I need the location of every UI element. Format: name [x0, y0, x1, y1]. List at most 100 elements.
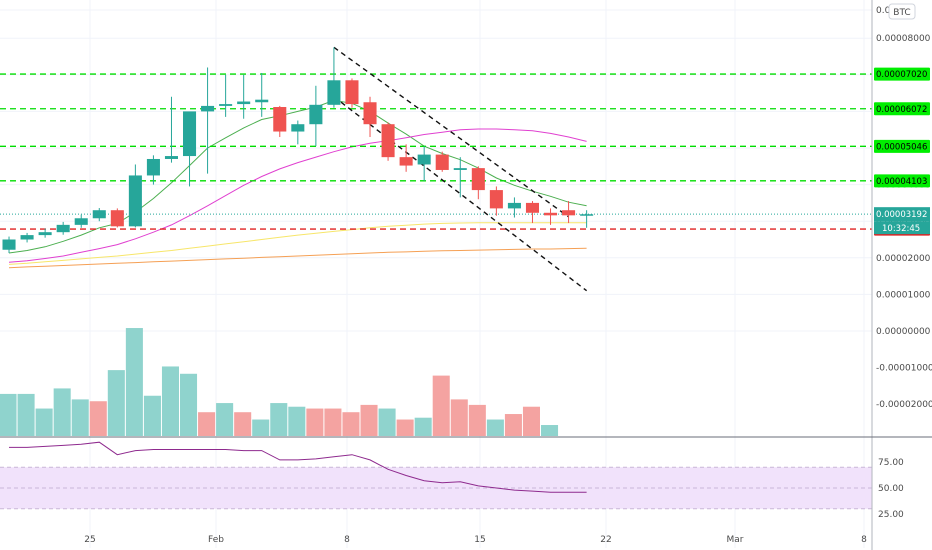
volume-bar: [0, 393, 17, 436]
volume-bar: [35, 408, 53, 436]
candle-body: [435, 154, 449, 170]
candle-body: [363, 102, 377, 125]
candle-body: [255, 99, 269, 103]
candle-body: [201, 105, 215, 112]
volume-bar: [450, 399, 468, 436]
price-tick-label: 0.00008000: [876, 34, 931, 44]
moving-average-orange: [8, 247, 587, 269]
candle-body: [507, 202, 521, 209]
candle-body: [219, 104, 233, 106]
price-tick-label: 0.00002000: [876, 254, 931, 264]
volume-bar: [107, 370, 125, 436]
rsi-line: [9, 441, 587, 493]
level-tag-box: [874, 174, 930, 188]
candle-body: [146, 158, 160, 176]
volume-bar: [180, 373, 198, 436]
candle-body: [237, 101, 251, 105]
level-tag-box: [874, 102, 930, 116]
last-price-tag-box: [874, 207, 930, 222]
candle-body: [399, 157, 413, 166]
candle-body: [291, 124, 305, 132]
candle-body: [183, 111, 197, 157]
x-tick-label: 15: [474, 535, 485, 545]
level-tag: 0.00005046: [876, 142, 927, 152]
currency-badge-box[interactable]: [888, 3, 916, 20]
volume-bar: [198, 412, 216, 436]
volume-bars: [0, 328, 559, 436]
price-levels: [0, 73, 872, 230]
x-tick-label: 22: [600, 535, 611, 545]
candle-body: [417, 154, 431, 165]
candle-body: [525, 202, 539, 213]
volume-bar: [486, 419, 504, 436]
volume-bar: [504, 414, 522, 436]
volume-bar: [143, 395, 161, 436]
volume-bar: [288, 406, 306, 436]
clock-tag: 10:32:45: [882, 224, 920, 234]
volume-bar: [270, 403, 288, 436]
candle-body: [20, 235, 34, 240]
volume-bar: [468, 404, 486, 436]
moving-average-yellow: [8, 222, 587, 265]
candle-body: [453, 168, 467, 170]
volume-bar: [432, 375, 450, 436]
candle-body: [471, 168, 485, 191]
rsi-band: [0, 466, 872, 510]
candle-body: [74, 218, 88, 225]
volume-bar: [414, 417, 432, 436]
candle-body: [309, 104, 323, 125]
level-tag: 0.00006072: [876, 105, 927, 115]
candle-body: [345, 80, 359, 105]
currency-badge[interactable]: BTC: [893, 8, 910, 18]
candle-body: [92, 210, 106, 219]
last-price-tag: 0.00003192: [876, 210, 927, 220]
candle-body: [38, 232, 52, 236]
volume-bar: [522, 406, 540, 436]
x-tick-label: Feb: [208, 535, 224, 545]
candle-body: [128, 175, 142, 227]
price-tick-label: -0.00001000: [876, 364, 932, 374]
volume-bar: [53, 388, 71, 436]
volume-bar: [342, 412, 360, 436]
channel-line: [333, 46, 569, 218]
candle-body: [273, 107, 287, 132]
candle-body: [381, 124, 395, 158]
level-tag: 0.00004103: [876, 177, 927, 187]
volume-bar: [252, 419, 270, 436]
volume-bar: [324, 408, 342, 436]
candles: [2, 47, 594, 254]
volume-bar: [378, 408, 396, 436]
volume-bar: [234, 412, 252, 436]
candle-body: [544, 212, 558, 216]
candle-body: [164, 156, 178, 159]
channel-line: [333, 96, 588, 292]
channel-lines: [333, 46, 588, 292]
x-tick-label: 8: [861, 535, 867, 545]
rsi-polyline: [9, 441, 587, 493]
volume-bar: [360, 404, 378, 436]
rsi-tick-label: 50.00: [878, 484, 904, 494]
candle-body: [580, 214, 594, 216]
candle-body: [56, 224, 70, 233]
x-tick-label: 25: [84, 535, 95, 545]
moving-averages: [8, 99, 587, 269]
rsi-tick-label: 25.00: [878, 510, 904, 520]
candle-body: [110, 210, 124, 227]
price-tick-label: 0.00001000: [876, 290, 931, 300]
x-tick-label: Mar: [727, 535, 744, 545]
price-tick-label: -0.00002000: [876, 400, 932, 410]
clock-tag-box: [874, 221, 930, 235]
volume-bar: [71, 399, 89, 436]
candle-body: [327, 80, 341, 105]
volume-bar: [306, 408, 324, 436]
currency-badge-group[interactable]: BTC: [888, 3, 916, 20]
volume-bar: [125, 328, 143, 436]
volume-bar: [396, 419, 414, 436]
moving-average-pink: [8, 128, 587, 263]
moving-average-green: [8, 99, 587, 254]
candle-body: [489, 190, 503, 209]
level-tag-box: [874, 139, 930, 153]
